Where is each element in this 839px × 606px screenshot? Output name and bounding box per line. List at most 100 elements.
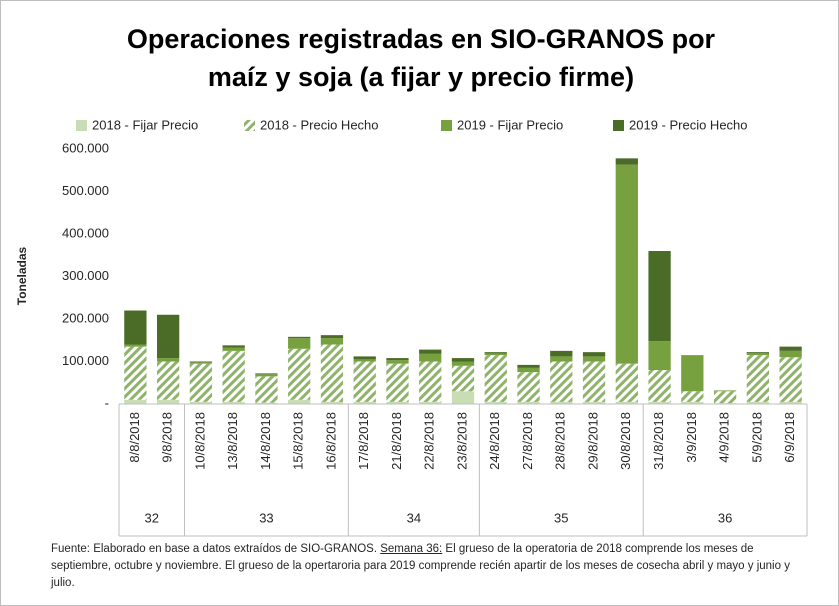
x-tick-label: 29/8/2018 [585,412,600,470]
bar-segment [451,361,475,366]
x-tick-label: 13/8/2018 [225,412,240,470]
bar-segment [189,363,213,402]
bar-segment [484,352,507,354]
bar-segment [320,338,344,345]
bar-segment [648,401,671,404]
x-tick-label: 3/9/2018 [684,412,699,463]
bar-segment [615,158,638,165]
x-tick-label: 27/8/2018 [520,412,535,470]
legend-label: 2019 - Fijar Precio [457,117,563,132]
bar-segment [353,401,376,404]
bar-segment [419,353,442,362]
bar-segment [320,401,344,404]
bar-segment [517,372,540,402]
bar-segment [550,350,573,357]
bar-segment [288,399,311,404]
x-tick-label: 9/8/2018 [160,412,175,463]
x-tick-label: 30/8/2018 [618,412,633,470]
x-tick-label: 17/8/2018 [356,412,371,470]
bar-segment [386,360,409,364]
bar-segment [189,401,213,404]
bar-segment [779,346,802,351]
y-tick-label: - [105,395,109,410]
bar-segment [451,358,475,362]
bar-segment [484,355,507,402]
legend-swatch [613,120,624,131]
bar-segment [779,401,802,404]
x-tick-label: 10/8/2018 [192,412,207,470]
y-tick-label: 400.000 [62,225,109,240]
bar-segment [582,401,606,404]
note-text: El grueso de la operatoria de 2018 compr… [51,543,790,589]
bar-segment [222,401,245,404]
bar-segment [648,370,671,402]
bar-segment [746,401,769,404]
x-tick-label: 5/9/2018 [749,412,764,463]
bar-segment [419,361,442,402]
bar-segment [288,336,311,339]
bar-segment [124,399,147,404]
note-text: Semana 36: [380,543,443,555]
y-tick-label: 100.000 [62,353,109,368]
x-tick-label: 21/8/2018 [389,412,404,470]
note-text: Fuente: Elaborado en base a datos extraí… [51,543,381,555]
chart: Operaciones registradas en SIO-GRANOS po… [15,24,808,537]
bar-segment [746,355,769,402]
bar-segment [713,390,737,392]
bar-segment [484,401,507,404]
bar-segment [550,356,573,362]
bar-segment [386,358,409,361]
bar-segment [157,358,180,362]
bar-segment [386,363,409,402]
bar-segment [124,310,147,345]
bar-segment [582,361,606,402]
x-tick-label: 31/8/2018 [651,412,666,470]
x-tick-label: 4/9/2018 [717,412,732,463]
bar-segment [615,164,638,364]
bar-segment [517,367,540,373]
bar-segment [582,352,606,357]
bar-segment [386,401,409,404]
bar-segment [320,335,344,339]
bar-segment [288,338,311,349]
bar-segment [550,401,573,404]
bar-segment [451,365,475,392]
x-tick-label: 14/8/2018 [258,412,273,470]
bar-segment [124,346,147,400]
legend-label: 2018 - Fijar Precio [92,117,198,132]
bar-segment [353,361,376,402]
bar-segment [779,350,802,358]
bar-segment [746,352,769,353]
group-label: 32 [145,510,159,525]
bar-segment [681,391,704,402]
legend-swatch [76,120,87,131]
bar-segment [517,401,540,404]
bar-segment [353,356,376,360]
x-tick-label: 6/9/2018 [782,412,797,463]
x-tick-label: 23/8/2018 [454,412,469,470]
bar-segment [255,402,278,404]
x-tick-label: 22/8/2018 [422,412,437,470]
group-label: 34 [407,510,421,525]
bar-segment [550,361,573,402]
bar-segment [681,401,704,404]
group-label: 33 [259,510,273,525]
bar-segment [320,344,344,402]
y-tick-label: 600.000 [62,140,109,155]
bar-segment [615,401,638,404]
x-tick-label: 24/8/2018 [487,412,502,470]
bar-segment [648,341,671,370]
group-label: 36 [718,510,732,525]
bar-segment [124,344,147,347]
bar-segment [615,363,638,402]
y-tick-label: 300.000 [62,268,109,283]
legend-swatch [441,120,452,131]
bar-segment [681,355,704,392]
bar-segment [222,347,245,351]
bar-segment [713,391,737,404]
bar-segment [419,349,442,354]
bar-segment [157,361,180,400]
legend-swatch [244,120,255,131]
bar-segment [288,348,311,400]
